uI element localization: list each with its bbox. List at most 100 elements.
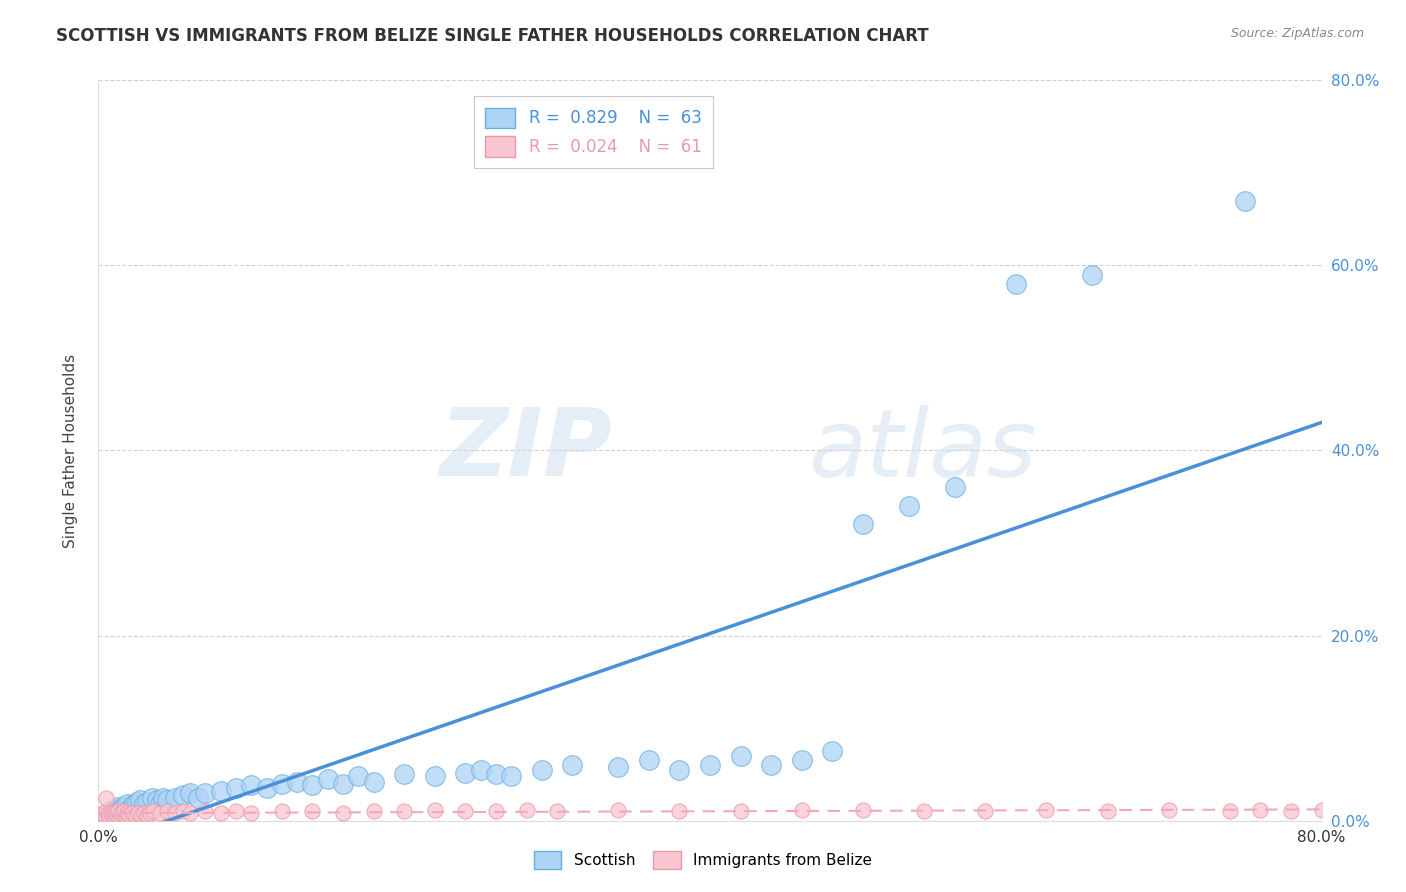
Point (897, 499, 920, 513)
Text: SCOTTISH VS IMMIGRANTS FROM BELIZE SINGLE FATHER HOUSEHOLDS CORRELATION CHART: SCOTTISH VS IMMIGRANTS FROM BELIZE SINGL… (56, 27, 929, 45)
Text: Source: ZipAtlas.com: Source: ZipAtlas.com (1230, 27, 1364, 40)
Point (163, 790, 186, 805)
Point (98, 809, 121, 823)
Point (100, 805, 122, 819)
Point (943, 481, 966, 495)
Point (179, 786, 201, 800)
Point (139, 806, 162, 821)
Point (392, 805, 416, 819)
Point (1279, 805, 1302, 819)
Point (668, 763, 690, 777)
Point (209, 784, 232, 798)
Y-axis label: Single Father Households: Single Father Households (63, 353, 77, 548)
Point (118, 808, 141, 822)
Point (101, 808, 124, 822)
Point (852, 803, 875, 817)
Point (301, 779, 323, 793)
Point (105, 808, 128, 822)
Point (759, 758, 782, 772)
Point (98, 806, 121, 821)
Point (124, 808, 146, 822)
Point (127, 806, 149, 821)
Point (117, 797, 139, 811)
Point (668, 805, 690, 819)
Point (699, 758, 721, 772)
Point (103, 803, 125, 817)
Point (530, 763, 553, 777)
Point (637, 754, 661, 768)
Point (108, 805, 131, 819)
Point (110, 806, 132, 821)
Point (256, 781, 278, 796)
Point (607, 760, 630, 774)
Point (1310, 803, 1333, 817)
Point (301, 805, 323, 819)
Point (100, 806, 122, 821)
Point (187, 790, 209, 805)
Point (790, 754, 813, 768)
Point (607, 803, 630, 817)
Point (141, 790, 163, 805)
Point (90, 809, 112, 823)
Point (104, 805, 127, 819)
Text: ZIP: ZIP (439, 404, 612, 497)
Legend: Scottish, Immigrants from Belize: Scottish, Immigrants from Belize (527, 845, 879, 875)
Point (121, 799, 143, 814)
Point (107, 799, 129, 814)
Point (93, 809, 115, 823)
Point (94, 809, 117, 823)
Point (115, 809, 138, 823)
Point (821, 744, 844, 758)
Point (111, 799, 134, 814)
Point (392, 767, 416, 781)
Point (1219, 805, 1241, 819)
Point (194, 786, 217, 800)
Point (125, 795, 148, 809)
Point (516, 803, 538, 817)
Point (128, 793, 150, 807)
Point (163, 806, 186, 821)
Point (974, 805, 997, 819)
Point (104, 806, 127, 821)
Point (112, 805, 135, 819)
Point (142, 805, 165, 819)
Point (240, 779, 263, 793)
Point (1234, 194, 1257, 208)
Point (107, 805, 129, 819)
Point (1004, 277, 1026, 291)
Point (115, 799, 138, 814)
Point (112, 803, 135, 817)
Point (423, 769, 446, 783)
Text: atlas: atlas (808, 405, 1036, 496)
Point (501, 769, 523, 783)
Point (912, 805, 935, 819)
Point (110, 803, 132, 817)
Point (270, 805, 292, 819)
Point (316, 772, 339, 786)
Point (240, 806, 263, 821)
Point (790, 803, 813, 817)
Point (332, 806, 354, 821)
Point (105, 803, 128, 817)
Point (270, 776, 292, 791)
Point (156, 805, 179, 819)
Point (225, 781, 247, 796)
Point (363, 774, 385, 789)
Point (1035, 803, 1057, 817)
Point (485, 767, 508, 781)
Point (470, 763, 492, 777)
Point (485, 805, 508, 819)
Point (134, 797, 156, 811)
Point (546, 805, 568, 819)
Point (118, 803, 141, 817)
Point (209, 806, 232, 821)
Point (225, 805, 247, 819)
Point (1157, 803, 1180, 817)
Point (454, 805, 477, 819)
Point (561, 758, 583, 772)
Point (111, 808, 134, 822)
Point (136, 795, 159, 809)
Point (122, 797, 145, 811)
Point (152, 790, 174, 805)
Point (108, 809, 131, 823)
